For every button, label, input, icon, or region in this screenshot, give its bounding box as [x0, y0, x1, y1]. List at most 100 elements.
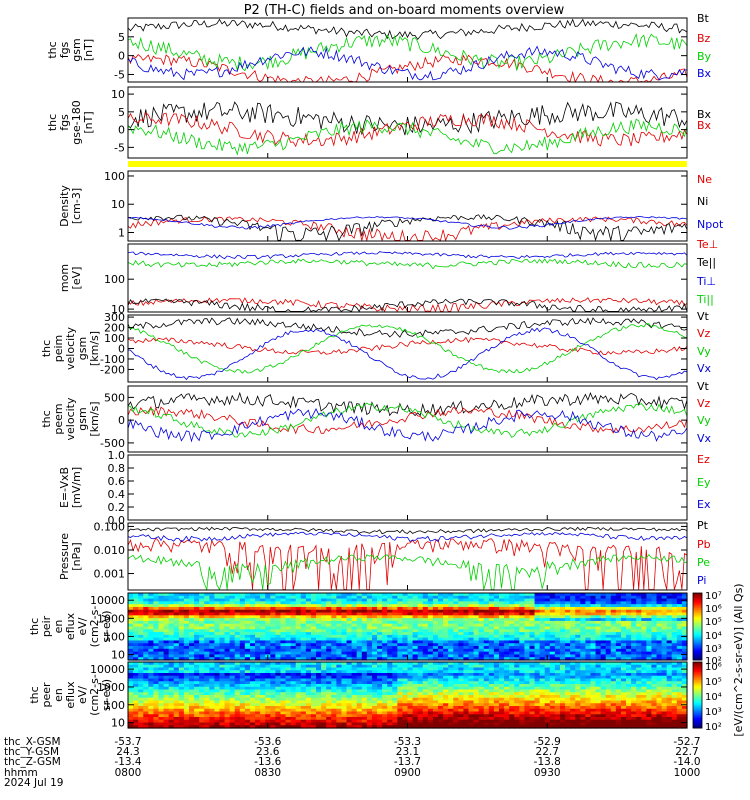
- legend-vt: Vt: [697, 380, 710, 393]
- y-axis-label: velocity: [64, 397, 77, 440]
- y-axis-label: [nPa]: [70, 542, 83, 570]
- x-tick-z: -13.4: [114, 756, 141, 768]
- series-ti-line: [127, 258, 688, 270]
- legend-bx: Bx: [697, 67, 712, 80]
- y-axis-label: [km/s]: [88, 331, 101, 366]
- legend-bx: Bx: [697, 108, 712, 121]
- y-axis-label: gsm: [70, 38, 83, 61]
- colorbar-tick: 10⁴: [705, 692, 722, 703]
- x-tick-t: 0830: [254, 767, 281, 779]
- y-tick-label: 100: [104, 332, 125, 345]
- series-pt-line: [127, 526, 688, 535]
- y-tick-label: 100: [104, 699, 125, 712]
- series-pe-line: [127, 553, 688, 592]
- y-axis-label: thc: [28, 686, 41, 703]
- colorbar-tick: 10⁶: [705, 604, 722, 615]
- series-ni-line: [127, 214, 688, 242]
- y-axis-label: thc: [46, 41, 59, 58]
- y-axis-label: [km/s]: [88, 401, 101, 436]
- y-axis-label: eflux: [64, 612, 77, 640]
- panel-density: 100 10 1 Density [cm-3] Ne Ni Npot: [58, 170, 724, 242]
- y-tick-label: 100: [104, 630, 125, 643]
- colorbar-tick: 10³: [705, 707, 722, 718]
- y-axis-label: eV/: [76, 617, 89, 635]
- legend-ni: Ni: [697, 195, 708, 208]
- y-axis-label: sr-eV): [100, 610, 113, 642]
- peir-spectrogram-cells: [128, 593, 688, 661]
- legend-te: Te⊥: [696, 238, 718, 251]
- y-tick-label: 10000: [90, 594, 125, 607]
- y-tick-label: -200: [100, 363, 125, 376]
- y-tick-label: 1.0: [108, 449, 126, 462]
- colorbar-tick: 10⁶: [705, 662, 722, 673]
- series-vx-line: [127, 407, 688, 443]
- data-quality-bar: [128, 161, 687, 167]
- legend-ti: Ti⊥: [696, 275, 716, 288]
- y-tick-label: 10: [111, 717, 125, 730]
- series-npot-line: [127, 216, 688, 230]
- x-tick-y: 24.3: [116, 746, 139, 758]
- colorbar-label: [eV/(cm^2-s-sr-eV)] (All Qs): [732, 583, 745, 736]
- peer-spectrogram-cells: [128, 662, 688, 729]
- y-tick-label: 1000: [97, 612, 125, 625]
- x-tick-x: -53.7: [114, 736, 141, 748]
- x-tick-y: 22.7: [536, 746, 559, 758]
- panel-frame: [127, 170, 688, 242]
- series-pi-line: [127, 531, 688, 543]
- figure-title: P2 (TH-C) fields and on-board moments ov…: [244, 3, 565, 18]
- colorbar-tick: 10²: [705, 656, 722, 667]
- y-axis-label: fgs: [58, 41, 71, 58]
- y-axis-label: gsm: [76, 337, 89, 360]
- x-tick-t: 0800: [115, 767, 142, 779]
- colorbar-tick: 10⁴: [705, 631, 722, 642]
- panel-pressure: 0.100 0.010 0.001 Pressure [nPa] Pt Pb Pe Pi: [58, 519, 711, 592]
- series-vx-line: [127, 327, 688, 381]
- y-tick-label: 0.100: [94, 520, 126, 533]
- y-axis-label: (cm2-s-: [88, 674, 101, 716]
- y-axis-label: sr-eV): [100, 679, 113, 711]
- series-vt-line: [127, 391, 688, 417]
- legend-pt: Pt: [697, 519, 709, 532]
- panel-temperature: 100 10 mom [eV] Te⊥ Te|| Ti⊥ Ti||: [58, 238, 718, 316]
- series-bx-line: [127, 101, 688, 136]
- y-axis-label: en: [52, 620, 65, 634]
- x-tick-x: -53.3: [394, 736, 421, 748]
- series-bx-line: [127, 45, 688, 81]
- legend-ne: Ne: [697, 173, 712, 186]
- y-tick-label: -500: [100, 437, 125, 450]
- series-vy-line: [127, 323, 688, 374]
- series-pb-line: [127, 537, 688, 590]
- x-row-label: 2024 Jul 19: [4, 777, 63, 789]
- legend-vx: Vx: [697, 432, 712, 445]
- y-axis-label: peir: [40, 615, 53, 637]
- x-tick-z: -13.8: [534, 756, 561, 768]
- colorbar-tick: 10³: [705, 644, 722, 655]
- x-tick-x: -53.6: [254, 736, 281, 748]
- y-axis-label: [eV]: [70, 267, 83, 290]
- y-tick-label: 100: [104, 170, 125, 183]
- y-tick-label: 5: [118, 106, 125, 119]
- panel-frame: [127, 454, 688, 521]
- y-tick-label: 0.4: [108, 488, 126, 501]
- y-tick-label: 0: [118, 343, 125, 356]
- panel-efield: 1.00.80.60.40.20.0 E=-VxB [mV/m] Ez Ey Ex: [58, 449, 711, 527]
- y-tick-label: 100: [104, 273, 125, 286]
- legend-ez: Ez: [697, 453, 710, 466]
- series-vt-line: [127, 317, 688, 338]
- y-tick-label: 5: [118, 31, 125, 44]
- legend-npot: Npot: [697, 218, 724, 231]
- series-vy-line: [127, 402, 688, 438]
- panel-peir-spectrogram: 10000 1000 100 10 thc peir en eflux eV/(cm2-s-sr…: [28, 592, 688, 662]
- series-bt-line: [127, 18, 688, 40]
- series-vz-line: [127, 405, 688, 435]
- y-tick-label: 0: [118, 50, 125, 63]
- y-tick-label: 500: [104, 391, 125, 404]
- y-tick-label: 0.6: [108, 475, 126, 488]
- y-tick-label: 200: [104, 322, 125, 335]
- legend-bt: Bt: [697, 12, 710, 25]
- y-axis-label: en: [52, 688, 65, 702]
- y-axis-label: fgs: [58, 114, 71, 131]
